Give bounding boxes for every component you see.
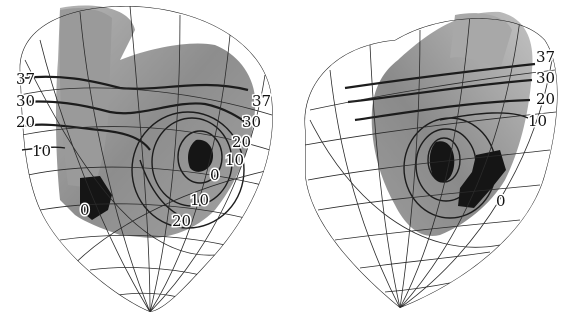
label-20-left: 20 [16, 113, 35, 131]
right-heart-view: 37 30 20 10 0 [304, 11, 558, 309]
right-isochrone-labels: 37 30 20 10 0 [495, 47, 557, 212]
label-37-right-side: 37 [252, 92, 271, 110]
label-10-rv: 10 [528, 112, 547, 130]
label-30-right-side: 30 [242, 113, 261, 131]
left-isochrone-labels: 37 30 20 10 37 30 20 10 0 10 20 0 [15, 69, 273, 232]
label-20-rv: 20 [536, 90, 555, 108]
left-dark-region-apex [80, 176, 112, 220]
right-dark-region-lower [458, 150, 506, 208]
label-37-left: 37 [16, 70, 35, 88]
label-0-center: 0 [210, 166, 220, 184]
left-surface-strip [59, 8, 112, 188]
label-20-bottom: 20 [172, 212, 191, 230]
label-30-rv: 30 [536, 69, 555, 87]
right-surface-strip [450, 13, 512, 70]
label-37-rv: 37 [536, 48, 555, 66]
right-isochrones [344, 62, 536, 219]
left-heart-view: 37 30 20 10 37 30 20 10 0 10 20 0 [15, 5, 273, 312]
right-wireframe-mesh [304, 18, 558, 309]
left-wireframe-mesh [19, 5, 273, 312]
label-0-rv: 0 [496, 192, 506, 210]
label-10-bottom: 10 [190, 191, 209, 209]
left-isochrones [21, 75, 251, 229]
label-30-left: 30 [16, 92, 35, 110]
left-dark-region-center [188, 139, 214, 172]
label-20-right-side: 20 [232, 133, 251, 151]
label-10-right-side: 10 [225, 151, 244, 169]
label-0-apex: 0 [80, 201, 90, 219]
label-10-left: 10 [32, 142, 51, 160]
